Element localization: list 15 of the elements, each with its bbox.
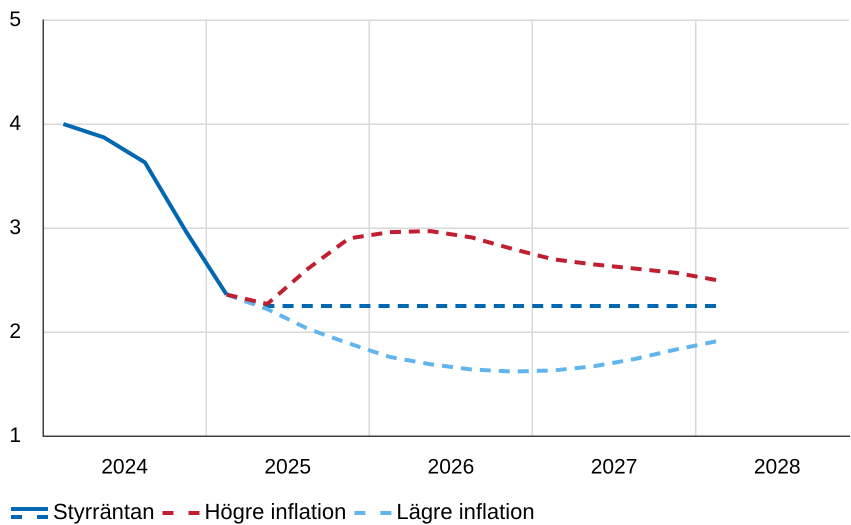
y-tick-label: 1 — [9, 424, 21, 447]
line-series — [224, 292, 718, 374]
x-tick-label: 2028 — [754, 455, 801, 478]
legend-label: Styrräntan — [53, 499, 154, 524]
legend-label: Lägre inflation — [396, 499, 535, 524]
y-tick-label: 4 — [9, 112, 22, 135]
y-tick-label: 5 — [9, 8, 21, 31]
legend-label: Högre inflation — [204, 499, 346, 524]
y-tick-label: 2 — [9, 320, 21, 343]
x-tick-label: 2027 — [590, 455, 638, 478]
x-tick-label: 2026 — [428, 455, 474, 478]
y-tick-label: 3 — [9, 216, 21, 239]
line-series — [224, 229, 718, 306]
x-tick-label: 2024 — [101, 455, 148, 478]
x-tick-label: 2025 — [264, 455, 312, 478]
